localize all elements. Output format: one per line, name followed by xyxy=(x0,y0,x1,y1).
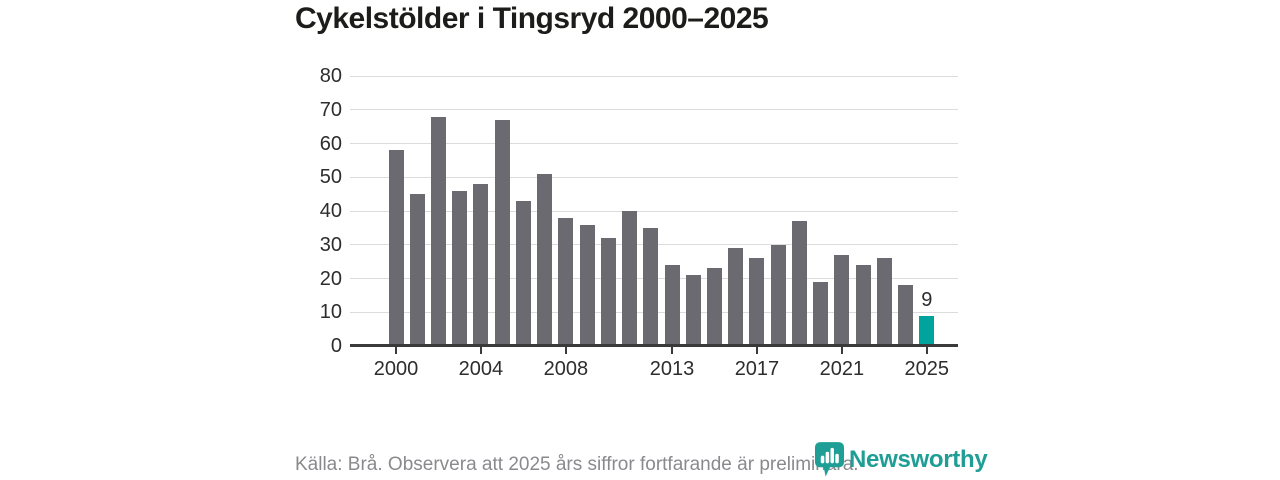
y-axis-label-0: 0 xyxy=(330,335,342,357)
bar-2017 xyxy=(749,258,765,346)
bar-2012 xyxy=(643,227,659,346)
bar-2009 xyxy=(579,224,595,346)
bar-2022 xyxy=(855,265,871,346)
x-axis-line xyxy=(350,344,958,347)
y-axis-label-40: 40 xyxy=(319,200,342,222)
bar-2005 xyxy=(494,119,510,346)
bar-2019 xyxy=(791,221,807,346)
gridline-y-70 xyxy=(350,109,958,111)
y-axis-label-70: 70 xyxy=(319,98,342,121)
bar-2025 xyxy=(919,315,935,346)
newsworthy-logo-icon xyxy=(814,442,845,477)
bar-2001 xyxy=(409,194,425,346)
x-axis-label-2008: 2008 xyxy=(543,358,589,380)
newsworthy-logo: Newsworthy xyxy=(814,441,988,478)
bar-2021 xyxy=(834,254,850,346)
bar-2014 xyxy=(685,275,701,346)
x-axis-tick-2021 xyxy=(840,346,843,354)
bar-2003 xyxy=(452,190,468,346)
newsworthy-wordmark: Newsworthy xyxy=(849,445,988,473)
y-axis-label-10: 10 xyxy=(319,301,342,324)
x-axis-tick-2013 xyxy=(671,346,674,354)
bar-2024 xyxy=(898,285,914,346)
x-axis-label-2004: 2004 xyxy=(458,358,504,380)
x-axis-label-2013: 2013 xyxy=(649,358,695,380)
x-axis-label-2021: 2021 xyxy=(819,358,865,380)
bar-2002 xyxy=(430,116,446,346)
bar-2006 xyxy=(515,200,531,346)
x-axis-tick-2008 xyxy=(564,346,567,354)
y-axis-label-30: 30 xyxy=(319,233,342,256)
bar-2008 xyxy=(558,217,574,346)
x-axis-label-2000: 2000 xyxy=(373,358,419,380)
bar-2010 xyxy=(600,238,616,346)
bar-2023 xyxy=(876,258,892,346)
y-axis-label-80: 80 xyxy=(319,65,342,87)
bar-2018 xyxy=(770,244,786,346)
bar-2016 xyxy=(728,248,744,346)
page-title: Cykelstölder i Tingsryd 2000–2025 xyxy=(295,2,769,35)
bar-2007 xyxy=(537,173,553,346)
gridline-y-40 xyxy=(350,210,958,212)
y-axis-label-60: 60 xyxy=(319,132,342,155)
bar-2020 xyxy=(813,281,829,346)
bar-2015 xyxy=(706,268,722,346)
bar-chart-plot-area: 0 10 20 30 40 50 60 70 80 2000 2004 2008 2013 2017 202… xyxy=(320,65,958,380)
x-axis-label-2025: 2025 xyxy=(904,358,950,380)
bar-2000 xyxy=(388,150,404,346)
bar-2013 xyxy=(664,265,680,346)
gridline-y-50 xyxy=(350,176,958,178)
y-axis-label-50: 50 xyxy=(319,166,342,189)
bar-2004 xyxy=(473,184,489,346)
x-axis-tick-2017 xyxy=(755,346,758,354)
x-axis-tick-2004 xyxy=(479,346,482,354)
x-axis-tick-2000 xyxy=(395,346,397,354)
source-note: Källa: Brå. Observera att 2025 års siffr… xyxy=(295,454,859,475)
bar-value-label-2025: 9 xyxy=(921,288,933,311)
y-axis-label-20: 20 xyxy=(319,267,342,290)
bar-2011 xyxy=(622,211,638,346)
gridline-y-60 xyxy=(350,143,958,144)
x-axis-label-2017: 2017 xyxy=(734,358,780,380)
x-axis-tick-2025 xyxy=(925,346,928,354)
gridline-y-80 xyxy=(350,75,958,77)
